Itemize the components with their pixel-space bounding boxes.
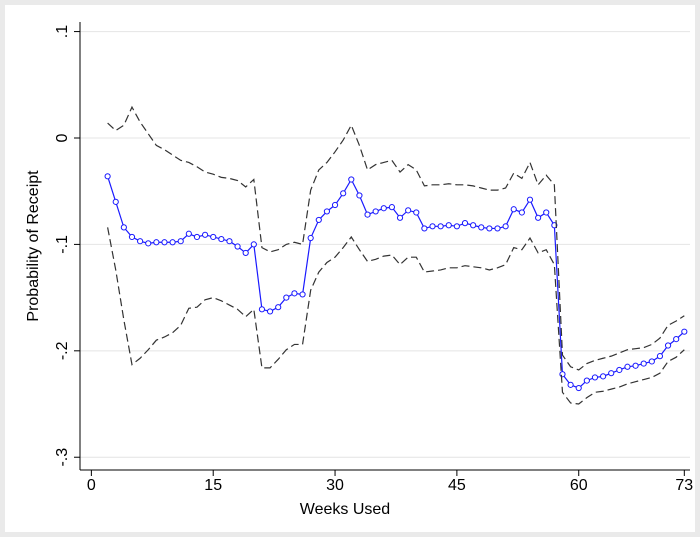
marker [120,224,127,231]
marker [218,235,225,243]
ci-line [107,227,685,405]
marker [388,204,396,211]
x-tick-label: 60 [570,477,588,494]
marker [518,209,525,216]
marker [177,238,184,245]
marker [128,233,136,241]
marker [429,223,436,230]
marker [323,208,331,215]
marker [494,225,501,232]
y-axis-title: Probability of Receipt [25,170,42,322]
marker [193,233,201,241]
x-tick-label: 30 [326,477,344,494]
marker [437,223,444,230]
x-axis-title: Weeks Used [300,501,390,518]
marker [307,234,314,242]
marker [591,374,599,381]
marker [104,173,111,180]
marker [664,342,672,349]
marker [461,220,469,227]
marker [145,240,152,247]
marker [453,223,460,230]
marker [543,209,550,216]
marker [510,206,517,213]
marker [258,306,266,313]
marker [681,328,688,335]
marker [445,222,452,229]
marker [315,216,322,224]
marker [535,214,542,221]
marker [413,209,420,216]
plot-region [5,5,695,532]
x-tick-label: 0 [87,477,96,494]
marker [210,233,217,241]
marker [372,208,379,215]
marker [340,190,347,197]
marker [364,211,371,218]
marker [112,198,119,205]
marker [421,225,428,232]
marker [502,223,509,230]
marker [356,192,363,199]
ci-line [107,105,685,371]
marker [470,222,477,229]
marker [242,249,249,257]
marker [331,201,339,209]
marker [380,205,387,212]
marker [161,239,168,246]
marker [583,377,590,384]
marker [169,239,176,246]
marker [299,291,306,298]
marker [640,360,647,367]
marker [599,373,607,380]
marker [234,243,241,250]
marker [266,308,274,315]
marker [526,196,534,203]
marker [559,371,566,378]
marker [348,176,355,183]
marker [648,358,655,365]
marker [632,362,639,369]
marker [608,370,615,377]
marker [185,230,192,237]
marker [486,225,493,232]
marker [137,238,144,245]
marker [567,381,574,388]
y-tick-label: -.3 [54,448,71,467]
marker [624,363,631,370]
marker [575,384,582,392]
x-tick-label: 73 [675,477,693,494]
x-tick-label: 15 [204,477,222,494]
marker [275,304,282,311]
marker [201,231,209,238]
y-tick-label: -.2 [54,341,71,360]
marker [250,241,257,248]
y-tick-label: -.1 [54,235,71,254]
marker [673,336,680,343]
y-tick-label: 0 [54,133,71,142]
marker [616,366,623,374]
marker [396,214,404,221]
marker [291,290,298,297]
marker [405,207,412,214]
marker [283,294,290,301]
x-tick-label: 45 [448,477,466,494]
marker [153,239,160,246]
marker [226,238,233,245]
y-tick-label: .1 [54,25,71,38]
marker [656,353,664,360]
marker [478,224,485,231]
